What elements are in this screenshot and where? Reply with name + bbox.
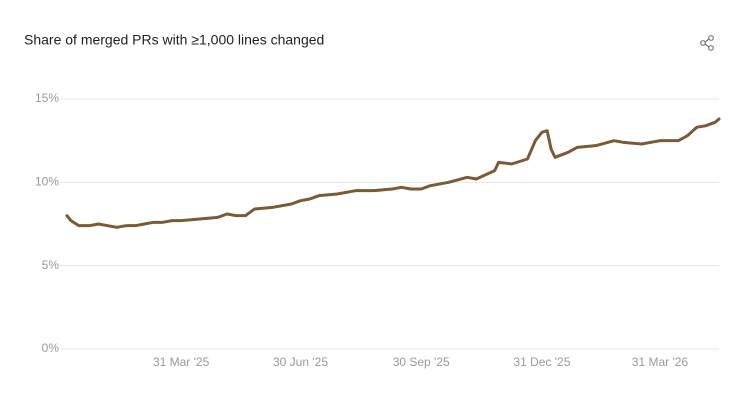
y-tick-label: 15% xyxy=(35,91,59,105)
x-tick-label: 30 Sep '25 xyxy=(393,355,450,369)
data-line xyxy=(65,117,721,229)
x-tick-label: 31 Mar '26 xyxy=(632,355,689,369)
y-tick-label: 0% xyxy=(42,341,60,355)
chart-title: Share of merged PRs with ≥1,000 lines ch… xyxy=(24,32,324,48)
y-tick-label: 10% xyxy=(35,175,59,189)
x-tick-label: 30 Jun '25 xyxy=(273,355,328,369)
x-tick-label: 31 Dec '25 xyxy=(513,355,570,369)
share-icon[interactable] xyxy=(700,35,714,51)
x-tick-label: 31 Mar '25 xyxy=(153,355,210,369)
y-tick-label: 5% xyxy=(42,258,60,272)
